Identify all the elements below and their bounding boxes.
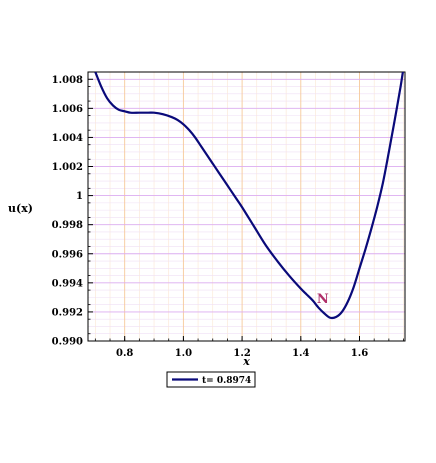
y-axis-title: u(x) — [8, 202, 33, 215]
legend-label: t= 0.8974 — [202, 376, 251, 386]
annotation-label: N — [317, 292, 329, 307]
x-axis-title: x — [242, 355, 250, 368]
axis-ticks — [88, 71, 404, 342]
x-tick-label: 0.8 — [116, 348, 133, 359]
legend: t= 0.8974 — [166, 371, 256, 388]
x-tick-label: 1.0 — [175, 348, 192, 359]
legend-box — [166, 371, 256, 388]
y-tick-label: 1.006 — [52, 104, 83, 115]
series-line — [94, 72, 404, 320]
x-tick-label: 1.4 — [292, 348, 309, 359]
y-tick-label: 1 — [76, 191, 83, 202]
y-tick-label: 0.994 — [52, 278, 83, 289]
y-tick-label: 0.998 — [52, 220, 83, 231]
series-layer — [94, 72, 404, 320]
y-tick-label: 0.992 — [52, 307, 83, 318]
tick-labels: 0.8 1.0 1.2 1.4 1.6 0.990 0.992 0.994 0.996 0.998… — [52, 75, 369, 359]
y-tick-label: 0.996 — [52, 249, 83, 260]
plot-frame — [87, 71, 406, 342]
x-tick-label: 1.6 — [351, 348, 368, 359]
annotation-layer: N — [317, 292, 329, 307]
y-tick-label: 0.990 — [52, 337, 83, 348]
y-tick-label: 1.002 — [52, 162, 83, 173]
y-tick-label: 1.008 — [52, 75, 83, 86]
y-tick-label: 1.004 — [52, 133, 83, 144]
x-tick-label: 1.2 — [233, 348, 250, 359]
